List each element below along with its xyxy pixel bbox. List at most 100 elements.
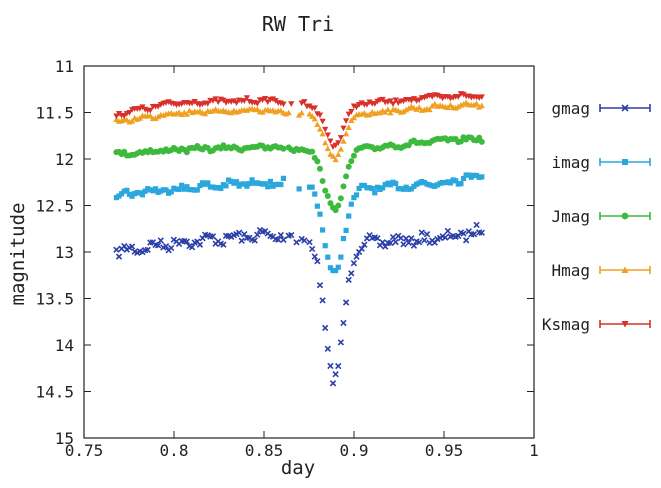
data-point [410, 242, 418, 249]
data-point [371, 101, 378, 107]
data-point [113, 246, 120, 253]
data-point [254, 106, 261, 112]
data-point [335, 140, 342, 146]
y-tick-label: 14.5 [35, 383, 74, 402]
data-point [442, 179, 448, 186]
data-point [460, 230, 467, 237]
data-point [327, 265, 334, 271]
data-point [243, 95, 250, 101]
data-point [166, 190, 172, 196]
data-point [444, 94, 451, 100]
data-point [254, 180, 260, 186]
data-point [246, 180, 253, 187]
data-point [364, 185, 370, 191]
data-point [309, 148, 316, 155]
data-point [402, 235, 410, 242]
data-point [192, 187, 198, 193]
data-point [306, 238, 313, 246]
data-point [314, 121, 321, 128]
data-point [306, 184, 313, 190]
data-point [316, 112, 324, 119]
data-point [416, 180, 422, 186]
data-point [205, 180, 211, 186]
data-point [311, 115, 318, 122]
data-point [385, 180, 391, 186]
data-point [186, 186, 193, 193]
data-point [436, 93, 444, 100]
data-point [384, 106, 391, 113]
data-point [179, 182, 185, 188]
data-point [293, 239, 300, 246]
data-point [440, 180, 446, 186]
data-point [262, 181, 268, 187]
data-point [233, 179, 240, 185]
data-point [418, 229, 425, 236]
data-point [316, 282, 324, 289]
x-tick-label: 0.75 [65, 441, 104, 460]
data-point [202, 181, 208, 187]
data-point [473, 100, 480, 107]
x-axis-label: day [281, 457, 315, 479]
data-point [462, 237, 470, 244]
data-point [468, 174, 474, 180]
data-point [236, 183, 242, 189]
data-point [160, 187, 166, 193]
data-point [301, 237, 308, 244]
data-point [189, 187, 195, 193]
data-point [342, 118, 350, 124]
data-point [309, 184, 315, 190]
data-point [329, 153, 337, 159]
data-point [226, 177, 232, 183]
legend-label: Ksmag [542, 315, 590, 334]
data-point [329, 380, 337, 387]
data-point [479, 174, 485, 180]
x-tick-label: 1 [529, 441, 539, 460]
data-point [408, 235, 415, 242]
data-point [450, 177, 456, 183]
y-tick-label: 14 [55, 336, 74, 355]
data-point [447, 180, 454, 186]
data-point [335, 264, 341, 270]
data-point [121, 188, 127, 194]
data-point [348, 201, 354, 207]
data-point [434, 182, 441, 188]
y-tick-label: 12.5 [35, 197, 74, 216]
data-point [473, 172, 480, 179]
series-gmag [113, 221, 485, 387]
data-point [322, 139, 329, 146]
data-point [319, 227, 326, 233]
data-point [188, 244, 196, 251]
data-point [319, 178, 326, 185]
data-point [119, 191, 125, 197]
data-point [116, 193, 122, 199]
data-point [369, 185, 375, 192]
data-points [113, 91, 485, 387]
y-tick-label: 13 [55, 243, 74, 262]
legend-marker [621, 212, 629, 220]
data-point [244, 183, 250, 189]
data-point [184, 184, 190, 190]
legend-item-imag: imag [551, 153, 651, 172]
data-point [162, 243, 170, 250]
data-point [455, 103, 462, 110]
data-point [228, 178, 234, 184]
data-point [332, 142, 339, 149]
data-point [241, 98, 248, 104]
data-point [343, 173, 350, 180]
data-point [455, 94, 462, 100]
data-point [343, 227, 349, 233]
legend: gmag imag Jmag Hmag Ksmag [542, 99, 651, 334]
data-point [311, 253, 318, 260]
data-point [273, 181, 279, 188]
data-point [150, 188, 156, 194]
data-point [319, 118, 326, 125]
data-point [264, 99, 271, 106]
data-point [280, 236, 287, 244]
data-point [324, 145, 331, 152]
data-point [314, 203, 320, 209]
data-point [361, 182, 367, 189]
data-point [270, 183, 276, 189]
data-point [314, 258, 321, 265]
data-point [322, 126, 329, 133]
data-point [460, 175, 467, 182]
